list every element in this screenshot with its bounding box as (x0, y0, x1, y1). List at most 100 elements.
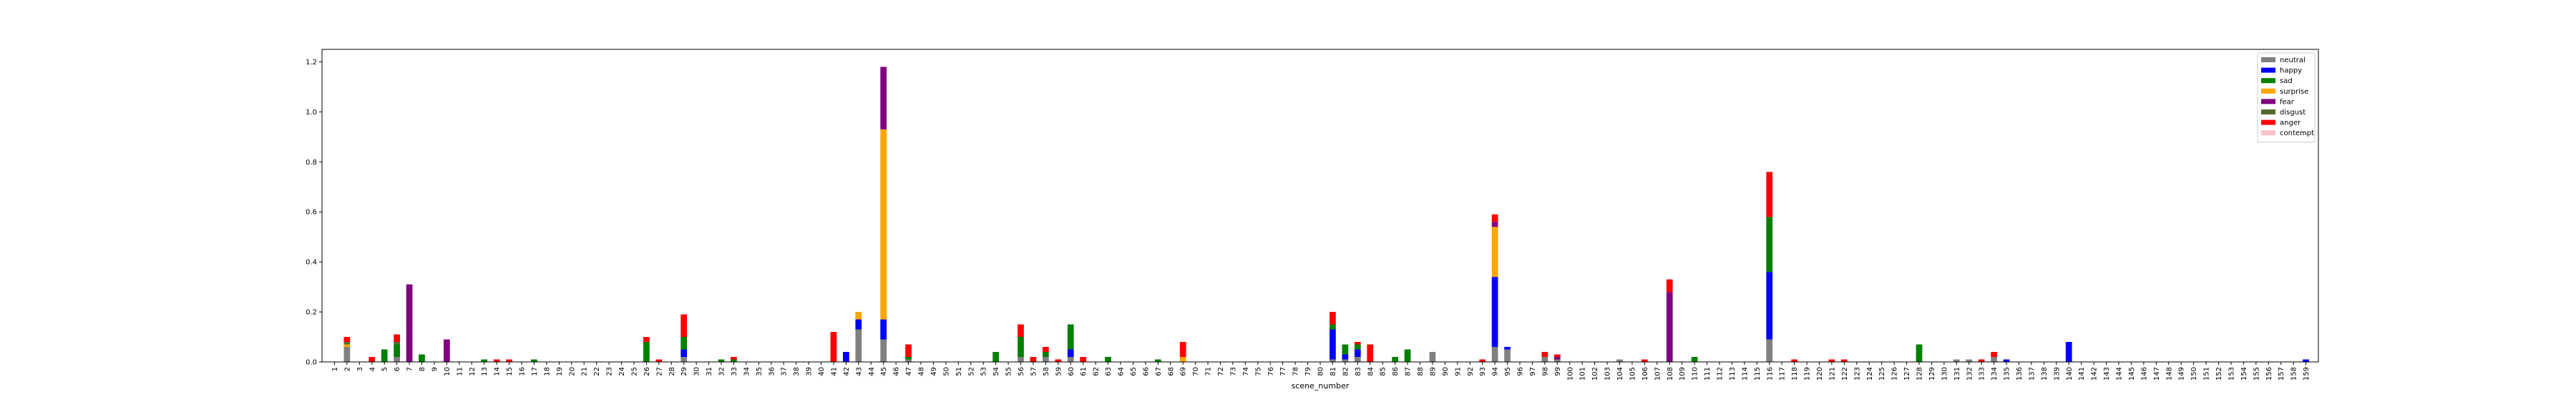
bar-segment-sad (1154, 359, 1161, 362)
x-tick-label: 96 (1517, 367, 1525, 376)
x-tick-label: 61 (1080, 367, 1088, 376)
bar-segment-anger (1666, 279, 1673, 293)
bar-stack-scene-122 (1841, 359, 1848, 362)
x-tick-label: 27 (655, 367, 663, 376)
x-tick-label: 77 (1279, 367, 1287, 376)
x-tick-label: 126 (1891, 367, 1899, 381)
bar-segment-sad (643, 342, 650, 362)
bar-stack-scene-58 (1043, 347, 1049, 362)
bar-segment-sad (718, 359, 725, 362)
bar-stack-scene-83 (1354, 342, 1361, 362)
x-tick-label: 50 (942, 367, 950, 376)
x-tick-label: 62 (1093, 367, 1101, 376)
x-tick-label: 47 (905, 367, 913, 376)
x-tick-label: 80 (1317, 367, 1325, 376)
x-tick-label: 41 (830, 367, 838, 376)
bar-segment-sad (731, 359, 737, 362)
x-tick-label: 25 (630, 367, 638, 376)
bar-segment-anger (1491, 214, 1498, 222)
x-tick-label: 24 (618, 367, 626, 376)
bar-stack-scene-57 (1030, 357, 1037, 362)
x-tick-label: 150 (2190, 367, 2198, 381)
legend-swatch-neutral (2261, 57, 2275, 62)
x-tick-label: 104 (1616, 367, 1624, 381)
bar-stack-scene-134 (1991, 352, 1997, 362)
x-tick-label: 141 (2078, 367, 2086, 381)
bar-stack-scene-128 (1916, 344, 1923, 362)
bar-stack-scene-121 (1828, 359, 1835, 362)
x-tick-label: 151 (2203, 367, 2211, 381)
x-tick-label: 89 (1429, 367, 1437, 376)
x-tick-label: 146 (2140, 367, 2148, 381)
bar-stack-scene-7 (406, 284, 413, 362)
legend-swatch-anger (2261, 119, 2275, 125)
x-tick-label: 59 (1055, 367, 1063, 376)
x-tick-label: 88 (1417, 367, 1425, 376)
x-tick-label: 138 (2041, 367, 2049, 381)
y-axis: 0.0 0.2 0.4 0.6 0.8 1.0 1.2 (306, 59, 322, 367)
x-tick-label: 93 (1479, 367, 1487, 376)
x-tick-label: 144 (2116, 367, 2124, 381)
x-tick-label: 127 (1903, 367, 1911, 381)
bar-segment-anger (680, 314, 688, 338)
x-tick-label: 136 (2016, 367, 2024, 381)
bar-stack-scene-116 (1766, 172, 1773, 362)
x-tick-label: 98 (1541, 367, 1549, 376)
x-tick-label: 83 (1355, 367, 1362, 376)
x-tick-label: 64 (1118, 367, 1126, 376)
x-tick-label: 79 (1304, 367, 1312, 376)
x-tick-label: 112 (1717, 367, 1724, 381)
x-tick-label: 134 (1991, 367, 1999, 381)
x-tick-label: 109 (1679, 367, 1687, 381)
bar-segment-sad (1392, 357, 1398, 362)
bar-stack-scene-61 (1080, 357, 1087, 362)
x-tick-label: 111 (1704, 367, 1712, 381)
bar-segment-anger (905, 344, 912, 358)
x-tick-label: 129 (1928, 367, 1936, 381)
x-tick-label: 152 (2215, 367, 2223, 381)
bar-segment-happy (1342, 354, 1349, 360)
bar-stack-scene-98 (1541, 352, 1548, 362)
bar-stack-scene-135 (2003, 359, 2010, 362)
x-tick-label: 51 (955, 367, 963, 376)
bar-segment-anger (1828, 359, 1835, 362)
x-tick-label: 39 (806, 367, 814, 376)
bar-segment-neutral (1018, 357, 1024, 362)
x-tick-label: 91 (1454, 367, 1462, 376)
x-tick-label: 140 (2066, 367, 2074, 381)
bar-segment-anger (655, 359, 663, 362)
x-tick-label: 26 (643, 367, 651, 376)
bar-stack-scene-13 (481, 359, 488, 362)
x-tick-label: 44 (868, 367, 876, 376)
x-tick-label: 137 (2028, 367, 2036, 381)
bar-stack-scene-14 (493, 359, 500, 362)
x-tick-label: 65 (1130, 367, 1138, 376)
bar-segment-sad (419, 354, 425, 362)
y-tick-label: 0.2 (306, 309, 317, 317)
bar-segment-sad (381, 349, 388, 362)
x-tick-label: 11 (456, 367, 464, 376)
bar-segment-anger (1791, 359, 1797, 362)
x-tick-label: 1 (331, 367, 339, 371)
bar-segment-neutral (880, 339, 887, 362)
x-tick-label: 135 (2004, 367, 2011, 381)
bar-segment-neutral (394, 357, 400, 362)
bar-segment-sad (1354, 344, 1361, 350)
bar-segment-sad (1067, 324, 1074, 350)
x-tick-label: 147 (2153, 367, 2161, 381)
bar-stack-scene-2 (343, 337, 351, 362)
bar-segment-happy (1504, 347, 1511, 350)
x-tick-label: 8 (419, 367, 426, 371)
x-tick-label: 66 (1142, 367, 1150, 376)
y-tick-label: 0.6 (306, 209, 317, 217)
x-tick-label: 128 (1916, 367, 1924, 381)
bar-segment-fear (406, 284, 413, 362)
bar-stack-scene-6 (394, 334, 400, 362)
x-tick-label: 75 (1254, 367, 1262, 376)
x-tick-label: 113 (1729, 367, 1737, 381)
bar-stack-scene-56 (1018, 324, 1024, 362)
bar-stack-scene-32 (718, 359, 725, 362)
bar-segment-anger (1841, 359, 1848, 362)
bar-segment-sad (1043, 352, 1049, 358)
x-tick-label: 97 (1529, 367, 1537, 376)
